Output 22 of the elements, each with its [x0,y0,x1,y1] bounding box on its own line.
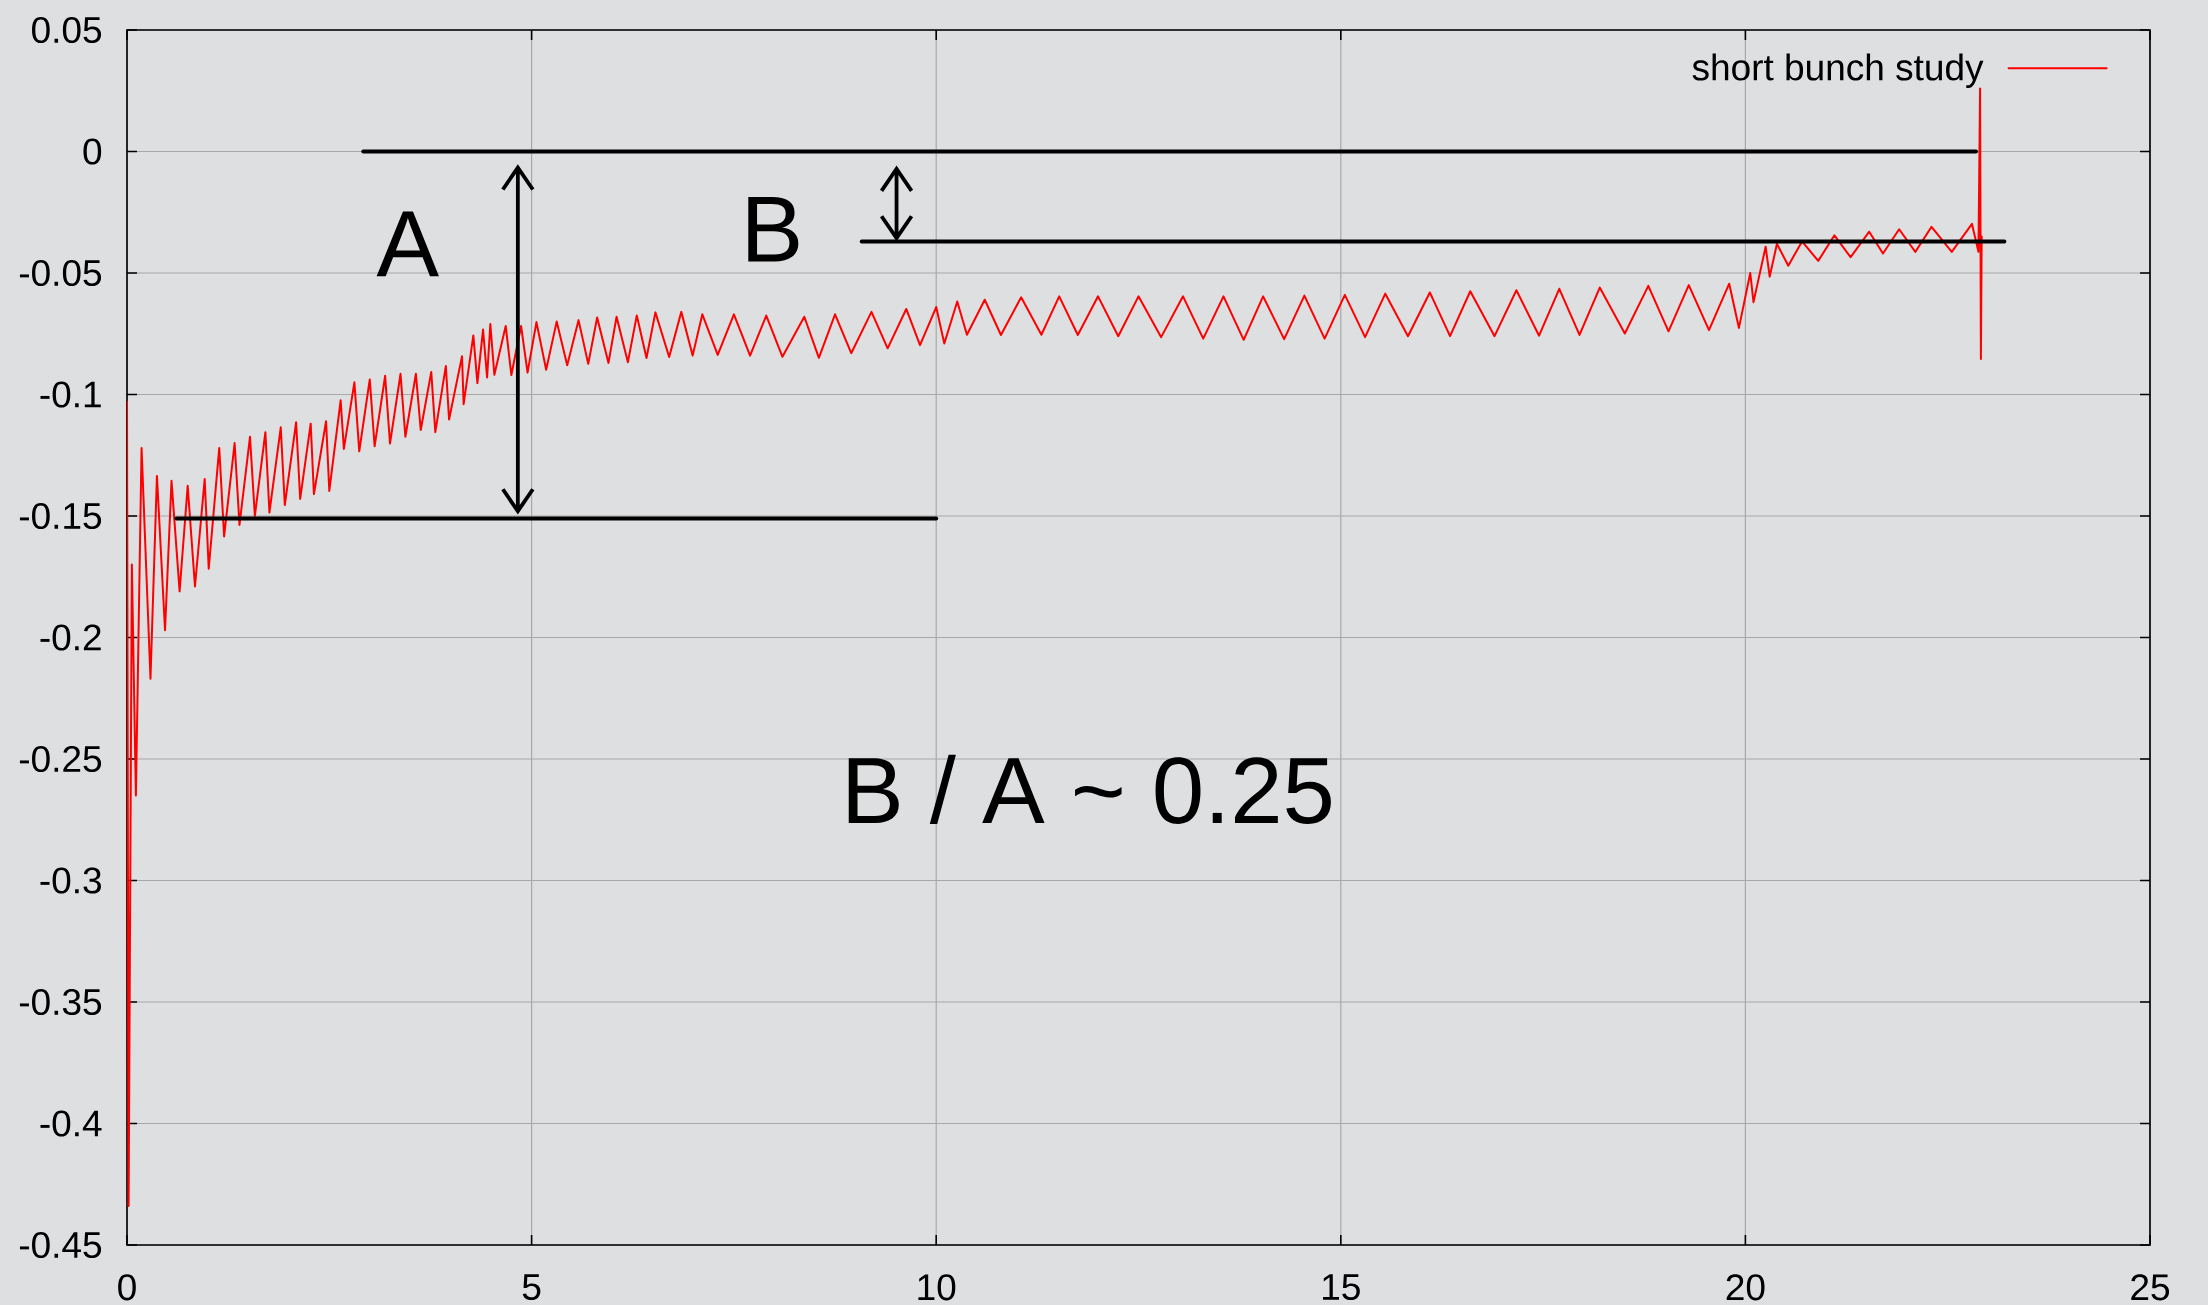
y-tick-label: -0.45 [19,1231,102,1259]
y-tick-label: -0.4 [40,1110,102,1137]
y-tick-label: 0 [83,138,102,165]
y-tick-label: -0.1 [40,381,101,408]
y-tick-label: 0.05 [32,16,102,44]
annotation: A [376,211,439,277]
x-tick-label: 25 [2131,1274,2170,1301]
legend-label: short bunch study [1692,53,1984,88]
y-tick-label: -0.25 [19,745,102,773]
x-tick-label: 10 [918,1274,956,1301]
y-tick-label: -0.3 [40,867,101,894]
y-tick-label: -0.05 [19,259,102,287]
y-tick-label: -0.35 [19,988,102,1016]
line-series [127,87,1983,1208]
x-tick-label: 0 [118,1274,136,1301]
x-tick-label: 5 [522,1274,541,1301]
y-tick-label: -0.2 [40,624,101,651]
annotation: B / A ~ 0.25 [848,754,1331,824]
x-tick-label: 15 [1323,1274,1360,1301]
y-tick-label: -0.15 [19,502,102,530]
x-tick-label: 20 [1726,1274,1765,1301]
annotation: B [748,196,799,262]
